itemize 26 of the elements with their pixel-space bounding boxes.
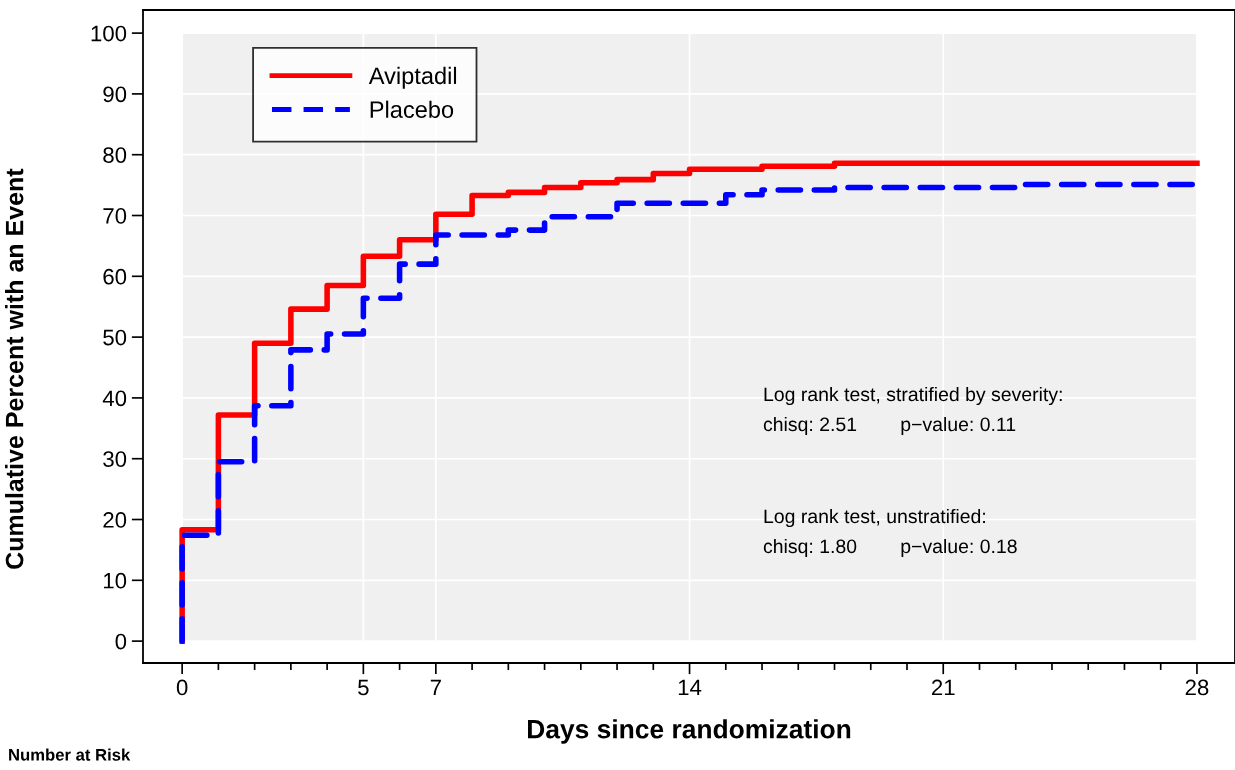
y-tick-label: 90 — [103, 86, 127, 103]
y-tick-label: 10 — [104, 572, 127, 589]
y-tick-label: 40 — [102, 390, 127, 407]
text: Number at Risk — [9, 748, 131, 761]
y-tick-label: 100 — [91, 25, 127, 42]
y-tick-label: 20 — [103, 512, 127, 528]
y-tick-label: 60 — [103, 268, 127, 285]
annotation: chisq: 2.51 p−value: 0.11 — [763, 416, 1016, 436]
annotation: Log rank test, unstratified: — [764, 508, 985, 528]
legend-label: Aviptadil — [368, 66, 457, 89]
x-tick-label: 14 — [678, 679, 702, 696]
y-tick-label: 80 — [103, 147, 127, 163]
y-axis-title: Cumulative Percent with an Event — [5, 168, 24, 569]
x-tick-label: 0 — [176, 679, 188, 696]
annotation: chisq: 1.80 p−value: 0.18 — [763, 538, 1017, 558]
x-axis-title: Days since randomization — [528, 719, 851, 744]
y-tick-label: 30 — [103, 451, 127, 467]
annotation: Log rank test, stratified by severity: — [764, 386, 1062, 406]
x-tick-label: 28 — [1185, 679, 1209, 696]
y-tick-label: 70 — [103, 208, 127, 224]
x-tick-label: 21 — [932, 679, 955, 696]
legend-label: Placebo — [370, 100, 454, 118]
x-tick-label: 5 — [358, 679, 369, 696]
x-tick-label: 7 — [430, 679, 441, 696]
y-tick-label: 50 — [103, 329, 127, 346]
y-tick-label: 0 — [115, 633, 127, 650]
